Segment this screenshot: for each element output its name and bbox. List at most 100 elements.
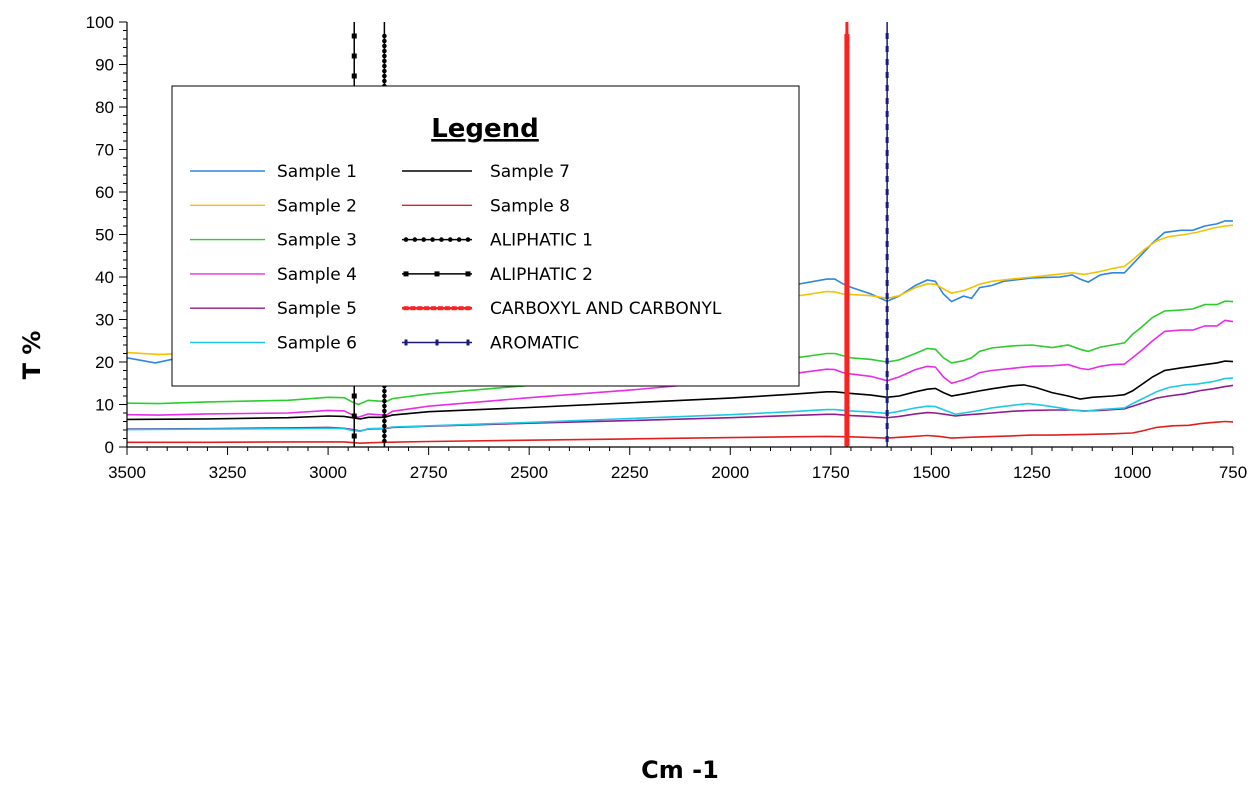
- reference-marker: [844, 338, 850, 342]
- reference-marker: [844, 242, 850, 246]
- legend-label: AROMATIC: [490, 334, 579, 354]
- reference-marker: [844, 142, 850, 146]
- reference-marker: [844, 382, 850, 386]
- x-tick-label: 1500: [912, 463, 950, 482]
- reference-marker: [844, 342, 850, 346]
- reference-marker: [885, 306, 889, 312]
- reference-line-markers-4: [885, 33, 889, 442]
- series-line-6: [126, 377, 1234, 433]
- reference-marker: [844, 190, 850, 194]
- legend-swatch-marker: [437, 306, 443, 311]
- reference-marker: [844, 46, 850, 50]
- reference-marker: [844, 78, 850, 82]
- reference-marker: [844, 174, 850, 178]
- legend-swatch-marker: [444, 306, 450, 311]
- axes-layer: 0 10 20 30 40 50 60 70 80 90 100 3500 3250 3000 2750 25…: [86, 13, 1248, 482]
- reference-marker: [844, 194, 850, 198]
- reference-marker: [844, 106, 850, 110]
- legend-label: Sample 4: [277, 265, 357, 285]
- legend-swatch-marker: [447, 237, 453, 242]
- reference-marker: [885, 111, 889, 117]
- legend-swatch-marker: [404, 339, 408, 346]
- reference-marker: [844, 266, 850, 270]
- reference-marker: [885, 436, 889, 442]
- legend-label: ALIPHATIC 2: [490, 265, 593, 285]
- reference-marker: [844, 418, 850, 422]
- legend-label: Sample 5: [277, 299, 357, 319]
- reference-marker: [885, 332, 889, 338]
- series-line-8: [127, 420, 1234, 445]
- legend-swatch-marker: [403, 271, 409, 277]
- reference-marker: [885, 384, 889, 390]
- reference-marker: [351, 33, 357, 39]
- reference-marker: [844, 130, 850, 134]
- legend-swatch-marker: [403, 237, 409, 242]
- legend-swatch-marker: [466, 339, 470, 346]
- legend-swatch-marker: [465, 271, 471, 277]
- legend-title: Legend: [431, 114, 539, 144]
- reference-marker: [382, 78, 387, 84]
- reference-marker: [844, 406, 850, 410]
- reference-marker: [382, 393, 387, 399]
- reference-marker: [844, 254, 850, 258]
- reference-marker: [844, 74, 850, 78]
- legend-swatch-marker: [421, 237, 427, 242]
- y-tick-label: 50: [95, 226, 114, 245]
- legend-entry: Sample 2: [190, 196, 357, 216]
- legend-entry: CARBOXYL AND CARBONYL: [402, 299, 722, 319]
- reference-marker: [844, 102, 850, 106]
- reference-marker: [382, 433, 387, 439]
- reference-marker: [885, 345, 889, 351]
- reference-marker: [844, 150, 850, 154]
- reference-marker: [844, 294, 850, 298]
- reference-marker: [382, 68, 387, 74]
- reference-marker: [885, 280, 889, 286]
- reference-marker: [844, 182, 850, 186]
- reference-marker: [844, 222, 850, 226]
- y-tick-label: 100: [86, 13, 114, 32]
- reference-marker: [844, 166, 850, 170]
- y-tick-label: 30: [95, 311, 114, 330]
- reference-marker: [382, 58, 387, 64]
- reference-marker: [844, 326, 850, 330]
- x-tick-label: 3250: [209, 463, 247, 482]
- reference-marker: [885, 358, 889, 364]
- reference-marker: [844, 258, 850, 262]
- reference-marker: [885, 150, 889, 156]
- legend-swatch-marker: [456, 237, 462, 242]
- reference-marker: [844, 250, 850, 254]
- reference-marker: [885, 410, 889, 416]
- reference-marker: [844, 70, 850, 74]
- legend-swatch-marker: [434, 271, 440, 277]
- legend-entry: ALIPHATIC 1: [402, 231, 593, 251]
- x-tick-label: 3500: [108, 463, 146, 482]
- reference-marker: [844, 322, 850, 326]
- reference-marker: [885, 371, 889, 377]
- reference-marker: [844, 226, 850, 230]
- reference-marker: [885, 423, 889, 429]
- reference-marker: [885, 228, 889, 234]
- reference-marker: [844, 38, 850, 42]
- reference-marker: [382, 413, 387, 419]
- reference-marker: [351, 413, 357, 419]
- reference-marker: [844, 134, 850, 138]
- x-axis-title: Cm -1: [641, 756, 719, 784]
- reference-marker: [382, 403, 387, 409]
- legend-swatch-marker: [435, 339, 439, 346]
- legend-entry: Sample 6: [190, 334, 357, 354]
- reference-marker: [844, 310, 850, 314]
- reference-marker: [844, 186, 850, 190]
- legend-swatch-marker: [410, 306, 416, 311]
- reference-marker: [885, 72, 889, 78]
- reference-marker: [382, 38, 387, 44]
- reference-marker: [382, 418, 387, 424]
- reference-marker: [844, 146, 850, 150]
- reference-line-markers-3: [844, 34, 850, 446]
- reference-marker: [844, 178, 850, 182]
- reference-marker: [844, 206, 850, 210]
- reference-marker: [351, 393, 357, 399]
- reference-marker: [844, 86, 850, 90]
- reference-marker: [885, 137, 889, 143]
- reference-marker: [844, 274, 850, 278]
